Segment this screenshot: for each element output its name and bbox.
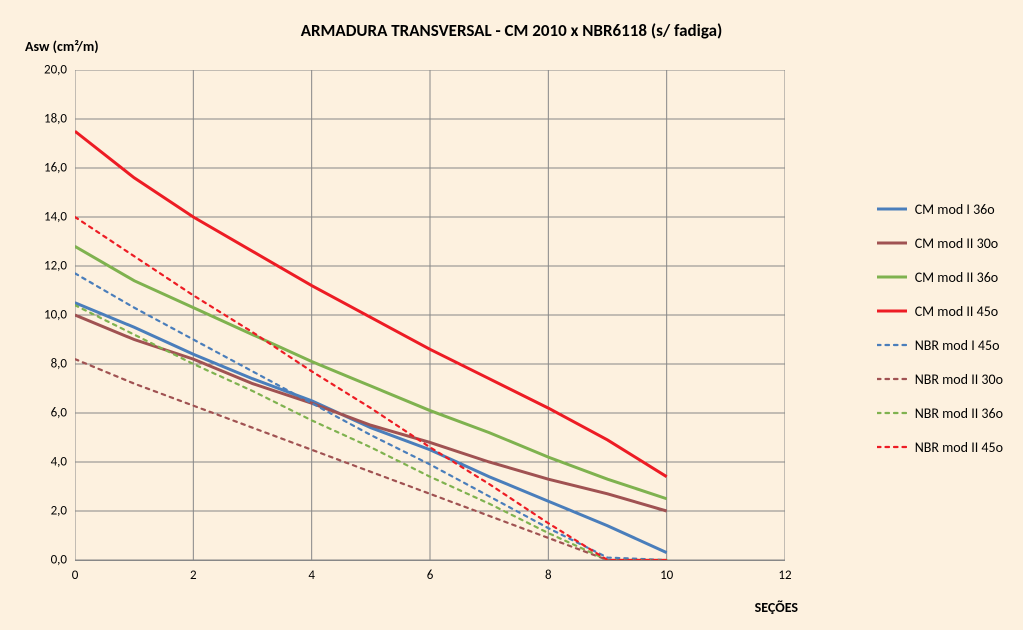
y-tick-label: 10,0 xyxy=(44,308,67,323)
series-line xyxy=(75,305,667,560)
legend-swatch xyxy=(877,336,907,354)
legend-swatch xyxy=(877,268,907,286)
x-tick-label: 2 xyxy=(190,568,197,583)
legend-item: NBR mod I 45o xyxy=(877,336,1003,354)
legend-item: CM mod II 36o xyxy=(877,268,1003,286)
legend-label: CM mod II 45o xyxy=(915,303,998,320)
legend-label: CM mod II 36o xyxy=(915,269,998,286)
x-axis-label: SEÇÕES xyxy=(755,599,798,616)
legend-swatch xyxy=(877,302,907,320)
legend-label: NBR mod II 30o xyxy=(915,371,1003,388)
y-tick-label: 12,0 xyxy=(44,259,67,274)
y-tick-label: 14,0 xyxy=(44,210,67,225)
legend-label: NBR mod II 36o xyxy=(915,405,1003,422)
legend-item: CM mod II 30o xyxy=(877,234,1003,252)
legend-swatch xyxy=(877,404,907,422)
x-tick-label: 4 xyxy=(308,568,315,583)
series-line xyxy=(75,217,667,560)
y-tick-label: 16,0 xyxy=(44,161,67,176)
y-tick-label: 8,0 xyxy=(51,357,67,372)
series-line xyxy=(75,359,667,560)
y-tick-label: 6,0 xyxy=(51,406,67,421)
series-line xyxy=(75,303,667,553)
chart-svg xyxy=(75,70,785,560)
chart-container: ARMADURA TRANSVERSAL - CM 2010 x NBR6118… xyxy=(0,0,1023,630)
legend-item: CM mod II 45o xyxy=(877,302,1003,320)
legend-item: NBR mod II 45o xyxy=(877,438,1003,456)
legend-swatch xyxy=(877,200,907,218)
legend-item: NBR mod II 30o xyxy=(877,370,1003,388)
legend-item: NBR mod II 36o xyxy=(877,404,1003,422)
legend-swatch xyxy=(877,438,907,456)
x-tick-label: 6 xyxy=(427,568,434,583)
legend-label: CM mod II 30o xyxy=(915,235,998,252)
legend-label: NBR mod I 45o xyxy=(915,337,1000,354)
y-tick-label: 20,0 xyxy=(44,63,67,78)
y-tick-label: 18,0 xyxy=(44,112,67,127)
legend-swatch xyxy=(877,234,907,252)
series-line xyxy=(75,246,667,498)
y-tick-label: 2,0 xyxy=(51,504,67,519)
x-tick-label: 10 xyxy=(660,568,673,583)
legend-label: NBR mod II 45o xyxy=(915,439,1003,456)
plot-area: 0,02,04,06,08,010,012,014,016,018,020,00… xyxy=(75,70,785,561)
legend-item: CM mod I 36o xyxy=(877,200,1003,218)
legend: CM mod I 36o CM mod II 30o CM mod II 36o CM… xyxy=(877,200,1003,472)
legend-swatch xyxy=(877,370,907,388)
x-tick-label: 12 xyxy=(778,568,791,583)
x-tick-label: 0 xyxy=(72,568,79,583)
x-tick-label: 8 xyxy=(545,568,552,583)
chart-title: ARMADURA TRANSVERSAL - CM 2010 x NBR6118… xyxy=(0,20,1023,41)
y-tick-label: 4,0 xyxy=(51,455,67,470)
y-tick-label: 0,0 xyxy=(51,553,67,568)
y-axis-label: Asw (cm²/m) xyxy=(25,38,99,55)
legend-label: CM mod I 36o xyxy=(915,201,995,218)
